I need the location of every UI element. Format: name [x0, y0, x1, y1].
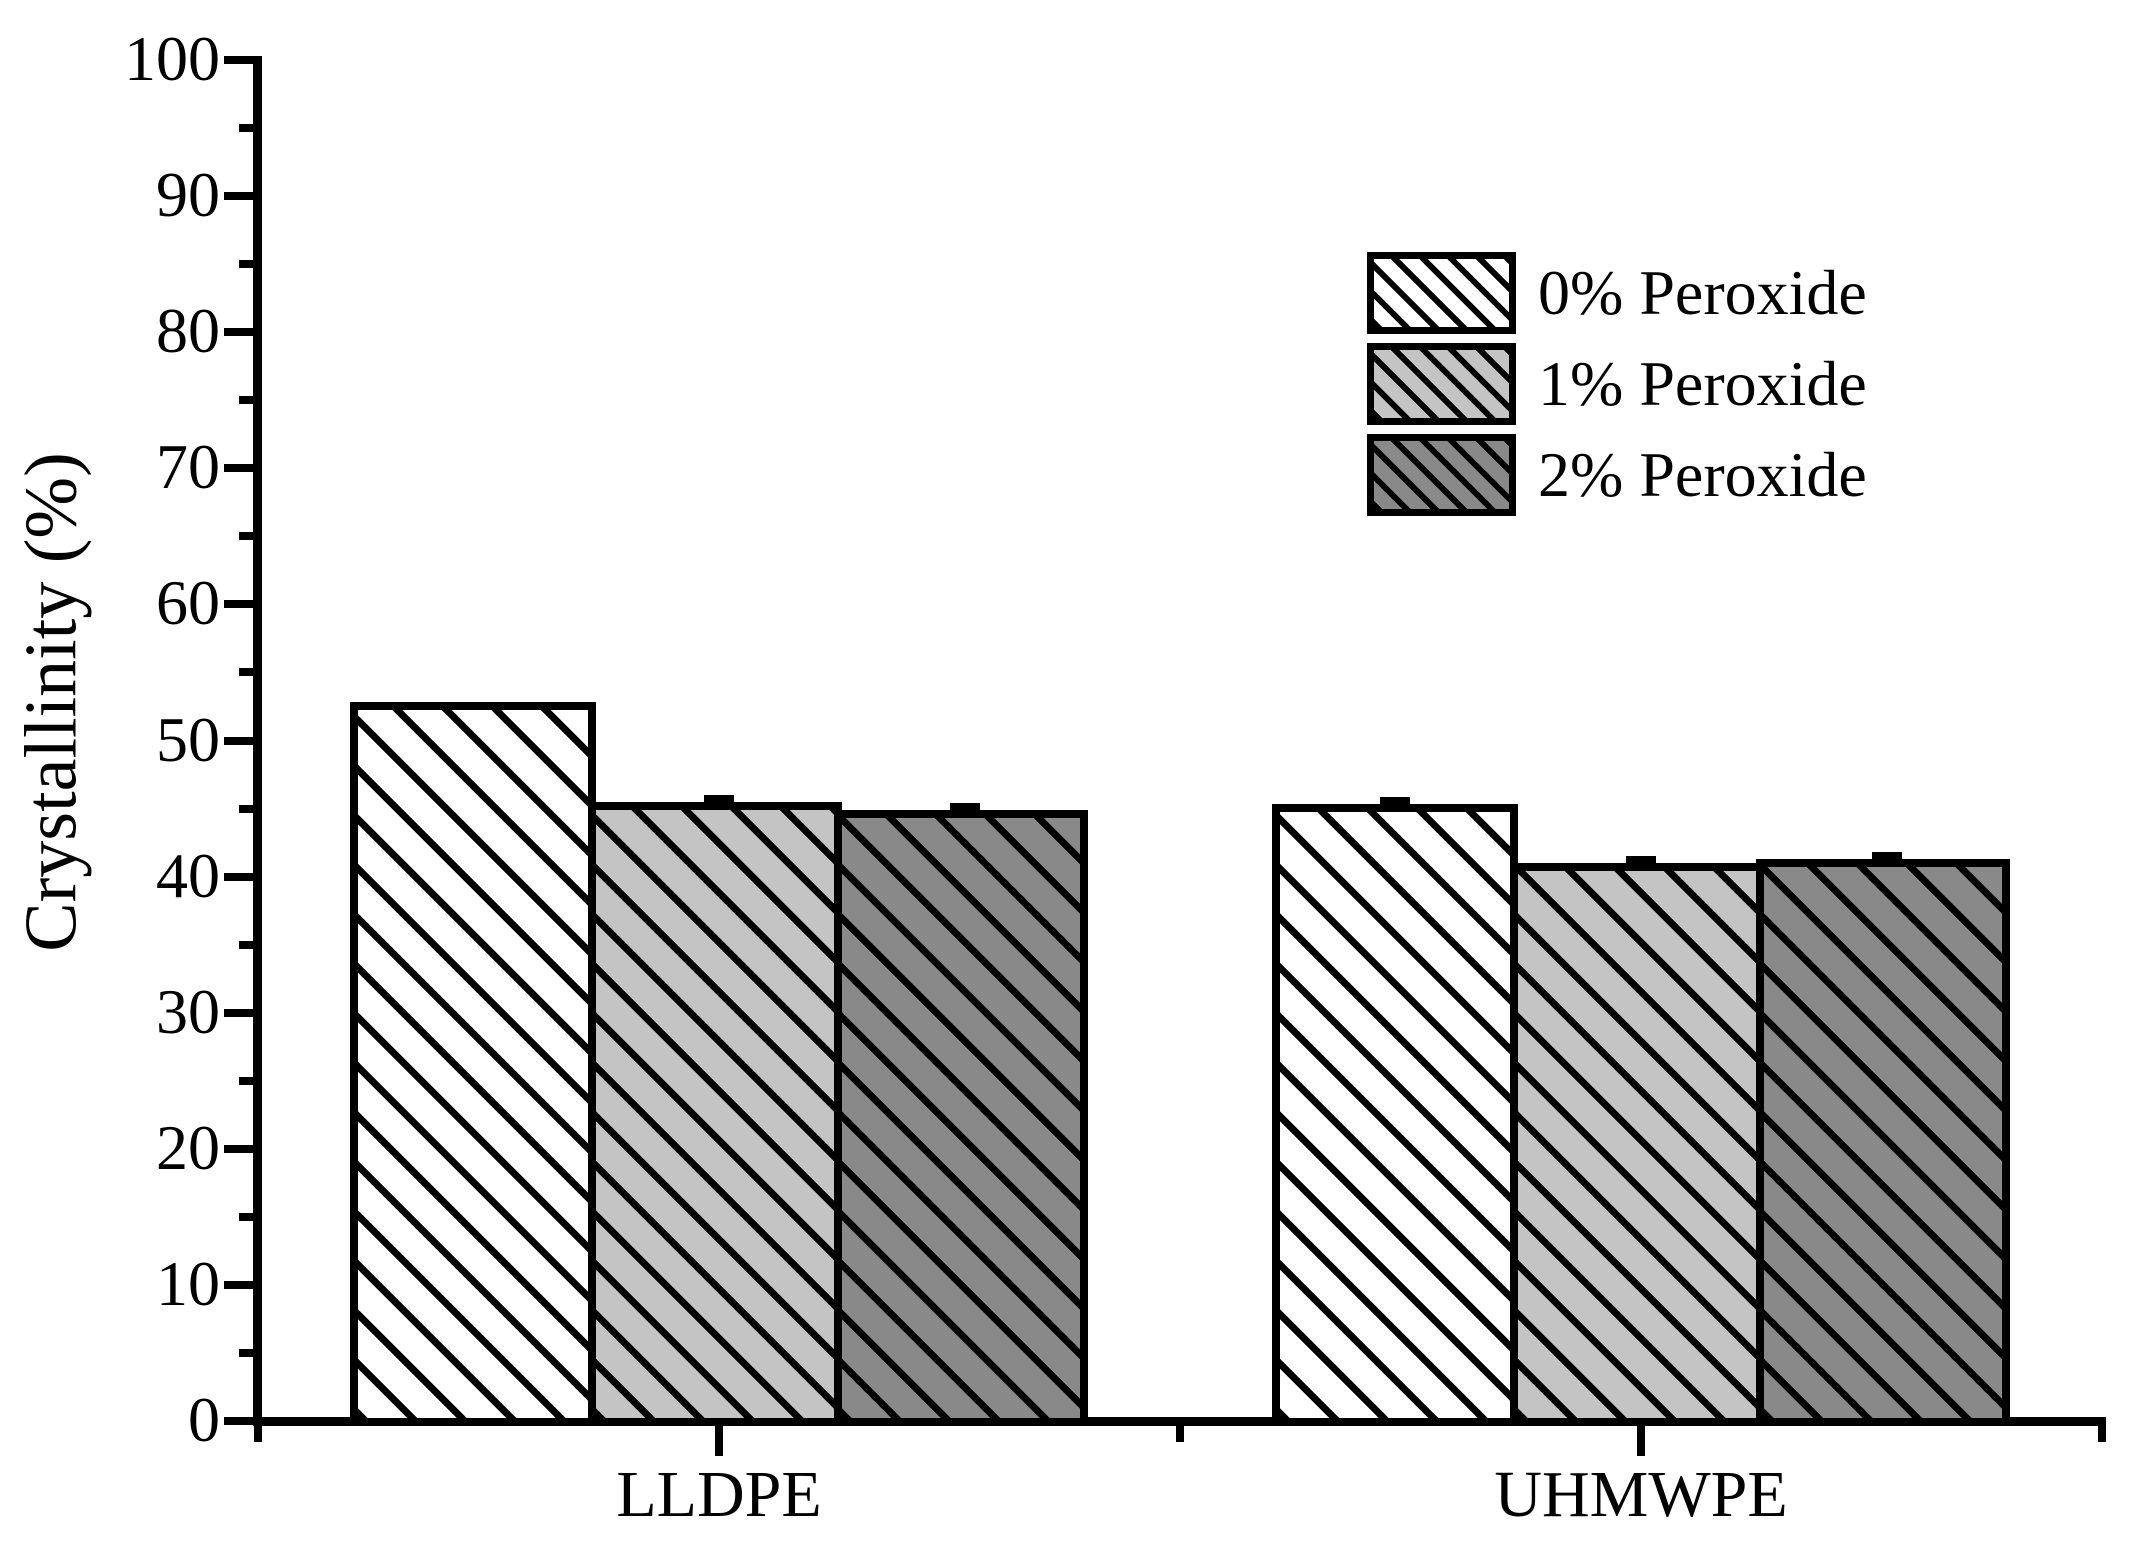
y-tick-label: 90	[156, 159, 220, 231]
legend-row: 0% Peroxide	[1367, 252, 1867, 334]
legend-row: 1% Peroxide	[1367, 343, 1867, 425]
legend-row: 2% Peroxide	[1367, 434, 1867, 516]
y-tick-label: 70	[156, 431, 220, 503]
bar-uhmwpe-0pct	[1272, 804, 1518, 1426]
y-major-tick	[224, 464, 254, 473]
error-bar-cap	[950, 802, 980, 810]
x-axis	[253, 1417, 2106, 1426]
y-minor-tick	[239, 260, 254, 269]
y-major-tick	[224, 736, 254, 745]
y-major-tick	[224, 1144, 254, 1153]
y-major-tick	[224, 56, 254, 64]
y-minor-tick	[239, 804, 254, 813]
legend-label: 0% Peroxide	[1538, 257, 1867, 328]
legend-swatch	[1367, 343, 1516, 425]
error-bar-cap	[1380, 797, 1410, 805]
y-tick-label: 30	[156, 975, 220, 1047]
y-tick-label: 20	[156, 1111, 220, 1183]
y-major-tick	[224, 1417, 254, 1425]
y-tick-label: 0	[188, 1384, 220, 1455]
y-minor-tick	[239, 1348, 254, 1357]
y-major-tick	[224, 192, 254, 201]
y-tick-label: 40	[156, 839, 220, 911]
bar-lldpe-0pct	[350, 702, 596, 1426]
x-category-label: LLDPE	[616, 1458, 822, 1531]
y-minor-tick	[239, 532, 254, 541]
error-bar-cap	[1626, 855, 1656, 863]
y-major-tick	[224, 1008, 254, 1017]
legend-label: 2% Peroxide	[1538, 439, 1867, 510]
y-minor-tick	[239, 396, 254, 405]
legend-swatch	[1367, 434, 1516, 516]
x-minor-tick	[1176, 1426, 1184, 1442]
error-bar-cap	[704, 794, 734, 802]
y-tick-label: 80	[156, 295, 220, 367]
bar-uhmwpe-2pct	[1756, 858, 2010, 1426]
legend-swatch	[1367, 252, 1516, 334]
y-tick-label: 100	[124, 23, 220, 94]
y-major-tick	[224, 1280, 254, 1289]
y-minor-tick	[239, 1212, 254, 1221]
y-minor-tick	[239, 124, 254, 133]
y-major-tick	[224, 600, 254, 609]
x-minor-tick	[254, 1426, 262, 1442]
bar-lldpe-2pct	[834, 809, 1088, 1426]
x-minor-tick	[2098, 1426, 2106, 1442]
bar-uhmwpe-1pct	[1510, 862, 1764, 1426]
bar-lldpe-1pct	[588, 801, 842, 1426]
legend: 0% Peroxide 1% Peroxide 2% Peroxide	[1367, 252, 1867, 525]
y-minor-tick	[239, 668, 254, 677]
x-major-tick	[1637, 1426, 1645, 1456]
y-tick-label: 60	[156, 567, 220, 639]
y-major-tick	[224, 872, 254, 881]
y-axis	[253, 56, 262, 1426]
y-tick-label: 50	[156, 703, 220, 775]
x-major-tick	[715, 1426, 723, 1456]
y-tick-label: 10	[156, 1247, 220, 1319]
y-minor-tick	[239, 940, 254, 949]
y-major-tick	[224, 328, 254, 337]
legend-label: 1% Peroxide	[1538, 348, 1867, 419]
error-bar-cap	[1872, 851, 1902, 859]
y-minor-tick	[239, 1076, 254, 1085]
x-category-label: UHMWPE	[1494, 1458, 1788, 1531]
